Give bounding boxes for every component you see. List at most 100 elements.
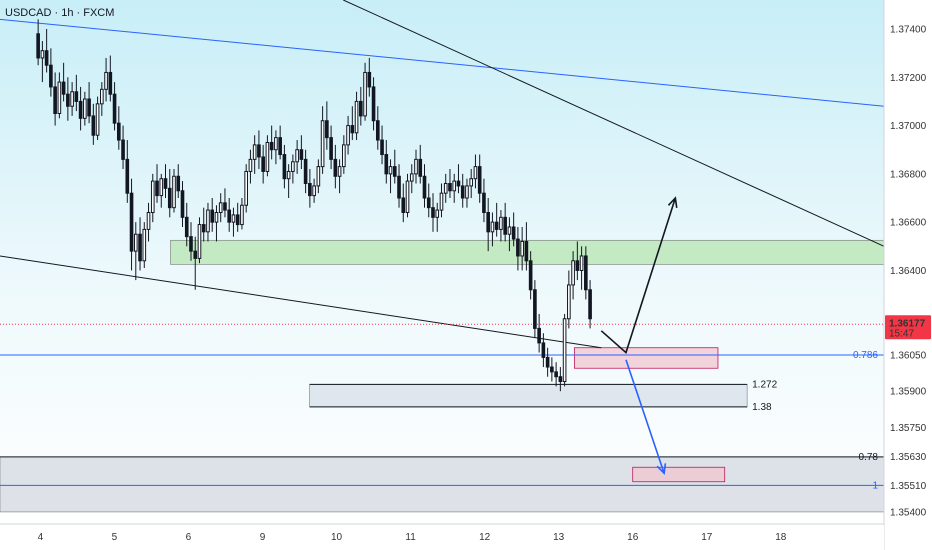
candle-body: [541, 342, 546, 358]
candle-body: [562, 318, 567, 383]
candle-body: [367, 71, 372, 88]
candle-body: [142, 228, 147, 262]
candle-body: [490, 221, 495, 233]
candle-body: [104, 71, 108, 90]
candle-body: [95, 103, 100, 136]
candle-body: [477, 166, 482, 194]
candle-body: [269, 141, 274, 151]
candle-body: [494, 221, 499, 230]
candle-body: [265, 141, 270, 172]
candle-body: [550, 366, 554, 373]
candle-body: [431, 207, 435, 218]
fib-1272-label: 1.272: [752, 379, 777, 390]
candle-body: [401, 197, 406, 213]
candle-body: [409, 173, 414, 182]
y-tick-label: 1.35630: [890, 452, 927, 463]
candle-body: [129, 192, 134, 252]
candle-body: [503, 216, 507, 235]
candle-body: [282, 154, 287, 180]
candle-body: [469, 178, 474, 187]
candle-body: [422, 175, 427, 199]
candle-body: [354, 100, 359, 134]
candle-body: [278, 137, 282, 156]
candle-body: [380, 139, 384, 156]
candle-body: [499, 216, 503, 230]
candle-body: [248, 158, 253, 172]
candle-body: [44, 50, 49, 66]
current-price-value: 1.36177: [889, 318, 926, 329]
candle-body: [524, 240, 529, 262]
y-tick-label: 1.37200: [890, 73, 927, 84]
candle-body: [227, 209, 232, 223]
y-tick-label: 1.37000: [890, 121, 927, 132]
current-price-countdown: 15:47: [889, 328, 914, 339]
candle-body: [363, 71, 367, 117]
upper-trend-black: [343, 0, 885, 247]
candle-body: [452, 180, 457, 192]
candle-body: [87, 98, 91, 117]
lower-trend-black: [0, 255, 602, 349]
candle-body: [486, 211, 491, 233]
candle-body: [435, 209, 440, 218]
candle-body: [520, 240, 524, 257]
candle-body: [558, 376, 563, 383]
candle-body: [384, 154, 389, 175]
candle-body: [83, 98, 87, 119]
candle-body: [325, 120, 329, 139]
x-tick-label: 4: [38, 532, 44, 543]
candle-body: [350, 125, 355, 134]
candle-body: [121, 139, 125, 160]
candle-body: [40, 50, 45, 59]
candle-body: [100, 88, 104, 105]
candle-body: [584, 255, 588, 291]
y-tick-label: 1.35510: [890, 481, 927, 492]
candle-body: [405, 180, 410, 213]
candle-body: [426, 197, 431, 209]
candle-body: [371, 86, 376, 122]
candle-body: [163, 178, 168, 189]
candle-body: [511, 226, 516, 240]
x-tick-label: 10: [331, 532, 343, 543]
candle-body: [533, 289, 537, 329]
candle-body: [240, 204, 244, 226]
chart-title: USDCAD · 1h · FXCM: [5, 7, 114, 19]
candle-body: [537, 327, 541, 344]
candle-body: [206, 209, 210, 233]
candle-body: [70, 91, 74, 107]
candle-body: [507, 226, 512, 235]
candle-body: [528, 260, 533, 291]
y-tick-label: 1.37400: [890, 24, 927, 35]
candle-body: [516, 238, 520, 257]
x-tick-label: 16: [627, 532, 639, 543]
x-tick-label: 9: [260, 532, 266, 543]
current-price-badge: [885, 315, 931, 340]
candle-body: [74, 91, 79, 102]
time-axis-background: [0, 525, 884, 550]
candle-body: [176, 175, 181, 192]
x-tick-label: 6: [186, 532, 192, 543]
candle-body: [473, 166, 478, 180]
candle-body: [286, 170, 291, 180]
candle-body: [138, 233, 142, 262]
y-tick-label: 1.36600: [890, 218, 927, 229]
candle-body: [78, 100, 83, 119]
x-tick-label: 18: [775, 532, 787, 543]
candle-body: [61, 81, 66, 95]
candle-body: [218, 202, 223, 213]
candle-body: [244, 170, 248, 206]
candle-body: [261, 156, 265, 172]
zone-target-1: [573, 347, 719, 369]
x-tick-label: 11: [405, 532, 416, 543]
candle-body: [66, 93, 70, 107]
upper-trend-blue: [0, 18, 885, 107]
candle-body: [235, 214, 240, 226]
candle-body: [91, 115, 96, 136]
candle-body: [388, 166, 393, 175]
candle-body: [274, 137, 278, 151]
candle-body: [125, 158, 130, 194]
y-tick-label: 1.35400: [890, 507, 927, 518]
candle-body: [146, 211, 151, 230]
candle-body: [197, 224, 202, 259]
candle-body: [214, 211, 219, 223]
